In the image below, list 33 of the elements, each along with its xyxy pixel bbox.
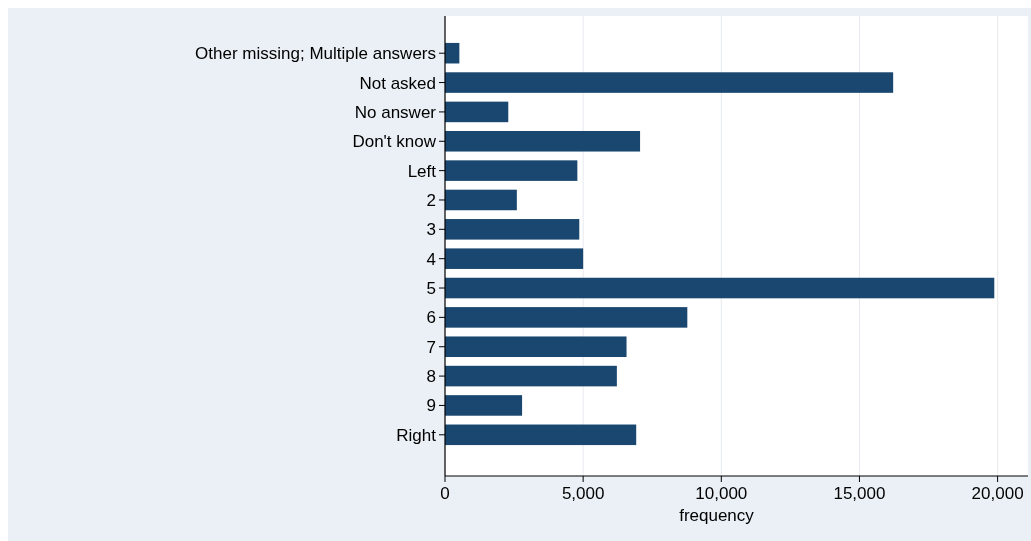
y-tick-label: 5	[426, 278, 436, 298]
x-tick-label: 10,000	[695, 484, 748, 503]
y-tick-label: 3	[426, 220, 436, 240]
y-tick-label: No answer	[354, 102, 437, 122]
y-tick-label: Right	[396, 425, 437, 445]
bar	[445, 189, 517, 211]
y-tick-label: Other missing; Multiple answers	[195, 44, 436, 64]
bar	[445, 72, 894, 93]
y-tick-label: Don't know	[352, 132, 437, 152]
bar	[445, 365, 617, 387]
bar	[445, 130, 641, 152]
y-tick-label: 9	[426, 396, 436, 416]
x-axis-title: frequency	[679, 506, 755, 525]
bar	[445, 336, 627, 358]
y-tick-label: 7	[426, 337, 436, 357]
y-tick-label: Not asked	[359, 73, 436, 93]
bar	[445, 424, 637, 446]
x-tick-label: 0	[440, 484, 450, 503]
bar	[445, 248, 584, 269]
bar	[445, 160, 578, 181]
y-tick-label: 2	[426, 190, 436, 210]
y-tick-label: 6	[426, 308, 436, 328]
bar	[445, 101, 509, 123]
bar	[445, 307, 688, 328]
x-tick-label: 20,000	[971, 484, 1024, 503]
bar	[445, 277, 995, 299]
bar	[445, 395, 523, 416]
x-tick-label: 5,000	[561, 484, 605, 503]
y-tick-label: 8	[426, 367, 436, 387]
x-tick-label: 15,000	[833, 484, 886, 503]
y-tick-label: 4	[426, 249, 436, 269]
bar	[445, 219, 580, 240]
y-tick-label: Left	[407, 161, 437, 181]
